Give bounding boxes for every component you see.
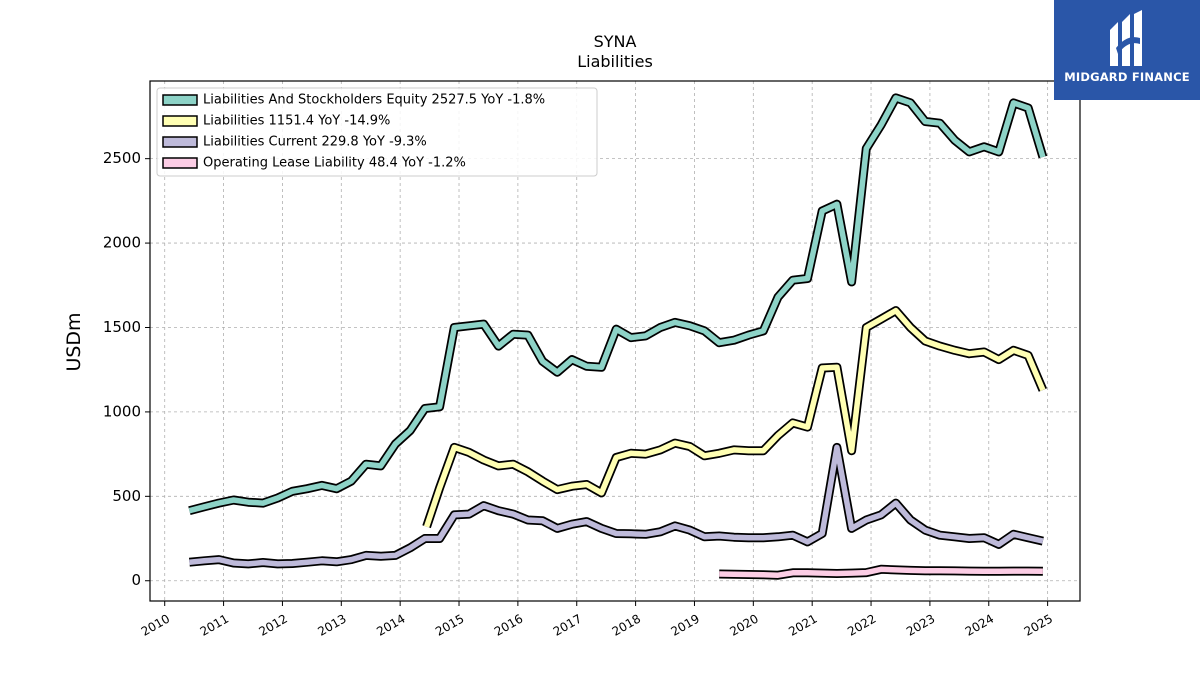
brand-logo: MIDGARD FINANCE [1054,0,1200,100]
series-line [189,444,1044,567]
x-tick-label: 2010 [139,611,172,638]
legend-swatch [162,94,198,106]
x-tick-label: 2012 [256,611,289,638]
series-1 [422,306,1048,529]
legend-label: Liabilities Current 229.8 YoY -9.3% [203,135,427,150]
y-tick-label: 500 [112,487,141,505]
legend-item: Liabilities Current 229.8 YoY -9.3% [162,135,427,150]
series-line [423,307,1046,528]
brand-mark-icon [1110,10,1142,66]
legend-item: Operating Lease Liability 48.4 YoY -1.2% [162,156,466,171]
series-lines [188,93,1048,580]
x-tick-label: 2018 [610,611,643,638]
chart-subtitle: Liabilities [577,52,653,71]
x-tick-label: 2017 [551,611,584,638]
y-axis: 0 500 1000 1500 2000 2500 [103,149,150,589]
y-axis-label: USDm [63,312,85,371]
y-tick-label: 2500 [103,149,141,167]
series-0 [188,93,1048,516]
x-tick-label: 2024 [963,611,996,638]
legend-label: Operating Lease Liability 48.4 YoY -1.2% [203,156,466,171]
x-tick-label: 2015 [433,611,466,638]
plot-frame [149,80,1081,602]
brand-name: MIDGARD FINANCE [1064,70,1190,84]
x-tick-label: 2022 [845,611,878,638]
chart-title: SYNA [594,32,637,51]
y-tick-label: 2000 [103,234,141,252]
series-3 [719,564,1043,580]
legend-label: Liabilities And Stockholders Equity 2527… [203,93,545,108]
y-tick-label: 1000 [103,402,141,420]
x-axis: 2010 2011 2012 2013 2014 2015 2016 2017 2018 2019… [139,601,1055,639]
x-tick-label: 2014 [374,611,407,638]
legend-box [156,87,598,177]
y-tick-label: 0 [131,571,141,589]
x-tick-label: 2025 [1022,611,1055,638]
x-tick-label: 2020 [727,611,760,638]
series-line [719,566,1043,578]
legend-item: Liabilities And Stockholders Equity 2527… [162,93,545,108]
y-tick-label: 1500 [103,318,141,336]
x-tick-label: 2011 [198,611,231,638]
x-tick-label: 2013 [315,611,348,638]
x-tick-label: 2023 [904,611,937,638]
legend-swatch [162,136,198,148]
legend-label: Liabilities 1151.4 YoY -14.9% [203,114,390,129]
legend: Liabilities And Stockholders Equity 2527… [156,87,598,177]
x-tick-label: 2021 [786,611,819,638]
legend-swatch [162,115,198,127]
series-line [188,95,1046,514]
legend-item: Liabilities 1151.4 YoY -14.9% [162,114,390,129]
x-tick-label: 2019 [669,611,702,638]
x-tick-label: 2016 [492,611,525,638]
series-2 [188,442,1044,569]
legend-swatch [162,157,198,169]
